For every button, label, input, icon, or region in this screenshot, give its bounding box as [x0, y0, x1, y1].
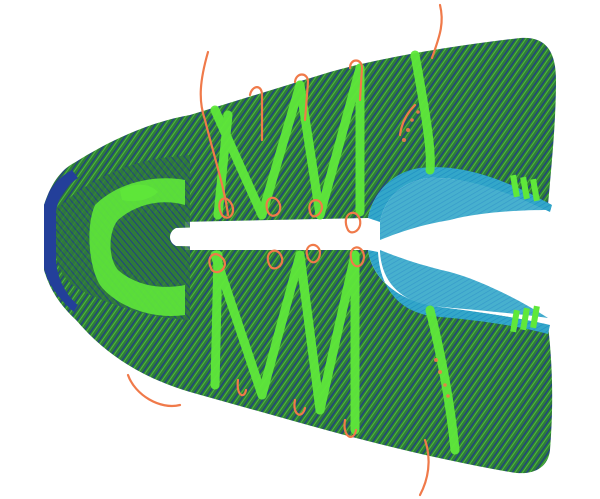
- toe-rim: [44, 170, 78, 312]
- toe-inner-mesh: [111, 211, 185, 282]
- heel-stripes-top: [510, 174, 540, 202]
- orange-laces: [126, 3, 443, 497]
- toe-crescent: [89, 178, 185, 316]
- heel-inner-right: [380, 250, 548, 318]
- heel-collar-top: [368, 167, 552, 222]
- toe-bright-patch: [120, 184, 158, 202]
- throat-slit: [170, 222, 375, 250]
- heel-stripes-bottom: [510, 305, 540, 333]
- heel-inner-left: [380, 177, 548, 240]
- orange-speckles: [402, 110, 450, 398]
